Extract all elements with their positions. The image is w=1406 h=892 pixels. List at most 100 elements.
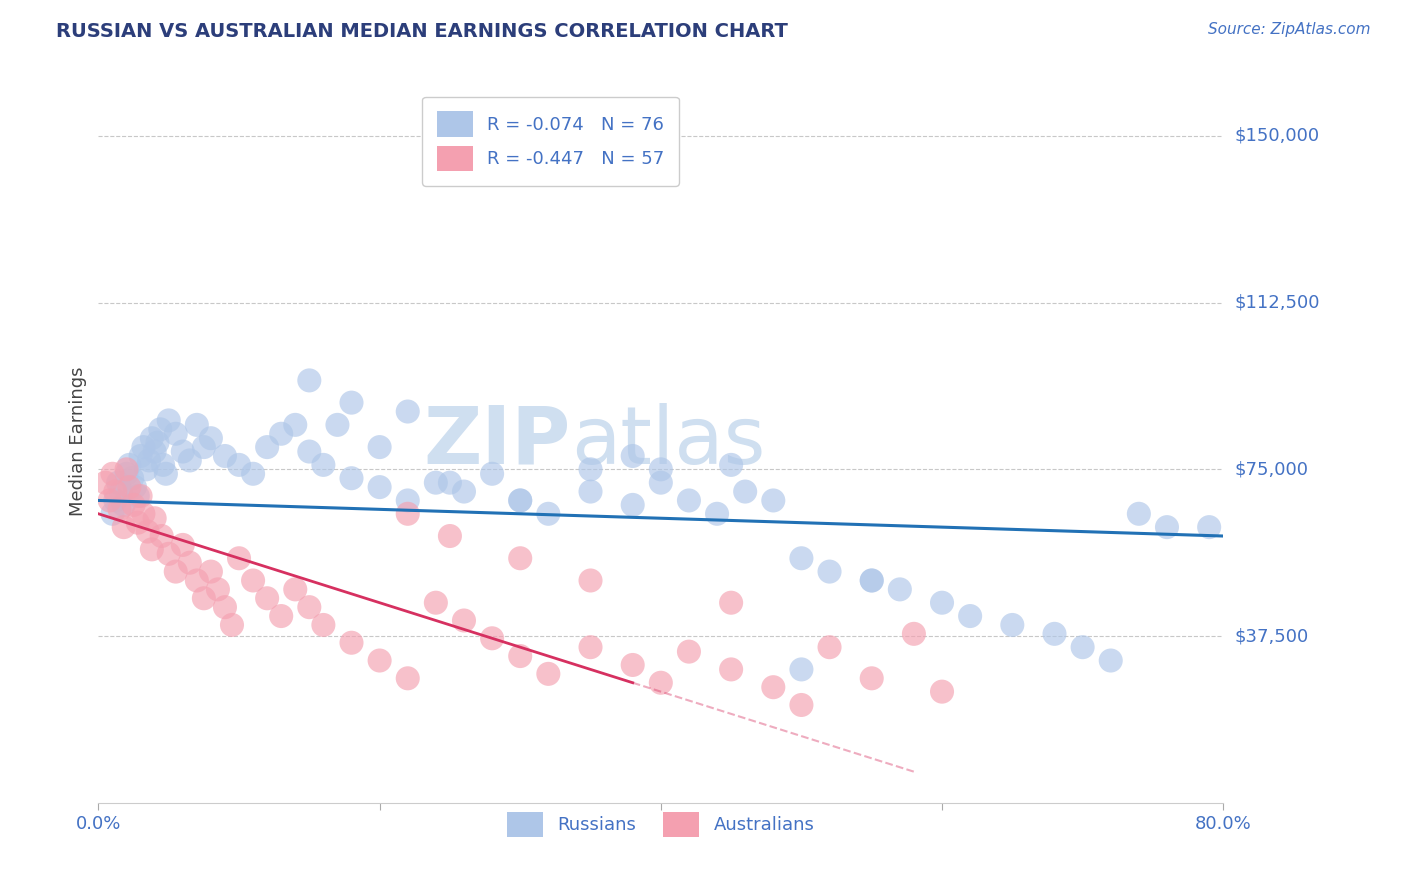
Point [621,657,644,672]
Point [481,632,503,646]
Point [396,671,419,685]
Point [129,489,152,503]
Point [860,574,883,588]
Point [396,507,419,521]
Point [298,444,321,458]
Point [621,498,644,512]
Point [129,449,152,463]
Point [1156,520,1178,534]
Point [101,507,124,521]
Point [108,502,131,516]
Point [720,596,742,610]
Point [193,591,215,606]
Point [157,547,180,561]
Point [481,467,503,481]
Point [650,675,672,690]
Point [509,551,531,566]
Point [155,467,177,481]
Point [118,458,141,472]
Point [118,480,141,494]
Point [396,493,419,508]
Text: ZIP: ZIP [423,402,571,481]
Text: $75,000: $75,000 [1234,460,1309,478]
Point [903,627,925,641]
Point [396,404,419,418]
Point [228,458,250,472]
Point [165,426,187,441]
Point [439,529,461,543]
Point [242,574,264,588]
Point [112,520,135,534]
Point [207,582,229,597]
Point [200,565,222,579]
Point [425,475,447,490]
Point [270,426,292,441]
Point [368,480,391,494]
Point [312,618,335,632]
Point [720,662,742,676]
Point [101,467,124,481]
Point [115,467,138,481]
Point [790,698,813,712]
Point [931,684,953,698]
Point [1128,507,1150,521]
Point [172,444,194,458]
Point [121,471,143,485]
Point [136,524,159,539]
Point [132,507,155,521]
Point [678,493,700,508]
Point [135,462,157,476]
Point [112,498,135,512]
Point [256,440,278,454]
Point [326,417,349,432]
Point [425,596,447,610]
Point [127,516,149,530]
Point [186,417,208,432]
Point [340,395,363,409]
Point [172,538,194,552]
Point [439,475,461,490]
Legend: Russians, Australians: Russians, Australians [499,805,823,845]
Point [1043,627,1066,641]
Point [149,422,172,436]
Point [790,551,813,566]
Point [579,462,602,476]
Point [104,484,127,499]
Point [256,591,278,606]
Point [509,493,531,508]
Point [1071,640,1094,655]
Point [790,662,813,676]
Point [242,467,264,481]
Point [368,653,391,667]
Point [141,542,163,557]
Point [221,618,243,632]
Point [453,614,475,628]
Point [734,484,756,499]
Text: $37,500: $37,500 [1234,627,1309,645]
Point [104,493,127,508]
Point [270,609,292,624]
Point [860,671,883,685]
Point [650,462,672,476]
Text: $112,500: $112,500 [1234,293,1320,311]
Point [762,680,785,694]
Point [312,458,335,472]
Point [284,582,307,597]
Point [1198,520,1220,534]
Point [186,574,208,588]
Text: $150,000: $150,000 [1234,127,1319,145]
Point [143,444,166,458]
Point [146,435,169,450]
Point [127,489,149,503]
Point [143,511,166,525]
Point [579,640,602,655]
Point [141,431,163,445]
Text: Source: ZipAtlas.com: Source: ZipAtlas.com [1208,22,1371,37]
Y-axis label: Median Earnings: Median Earnings [69,367,87,516]
Point [818,565,841,579]
Point [509,649,531,664]
Point [138,453,160,467]
Point [124,480,146,494]
Point [650,475,672,490]
Point [1001,618,1024,632]
